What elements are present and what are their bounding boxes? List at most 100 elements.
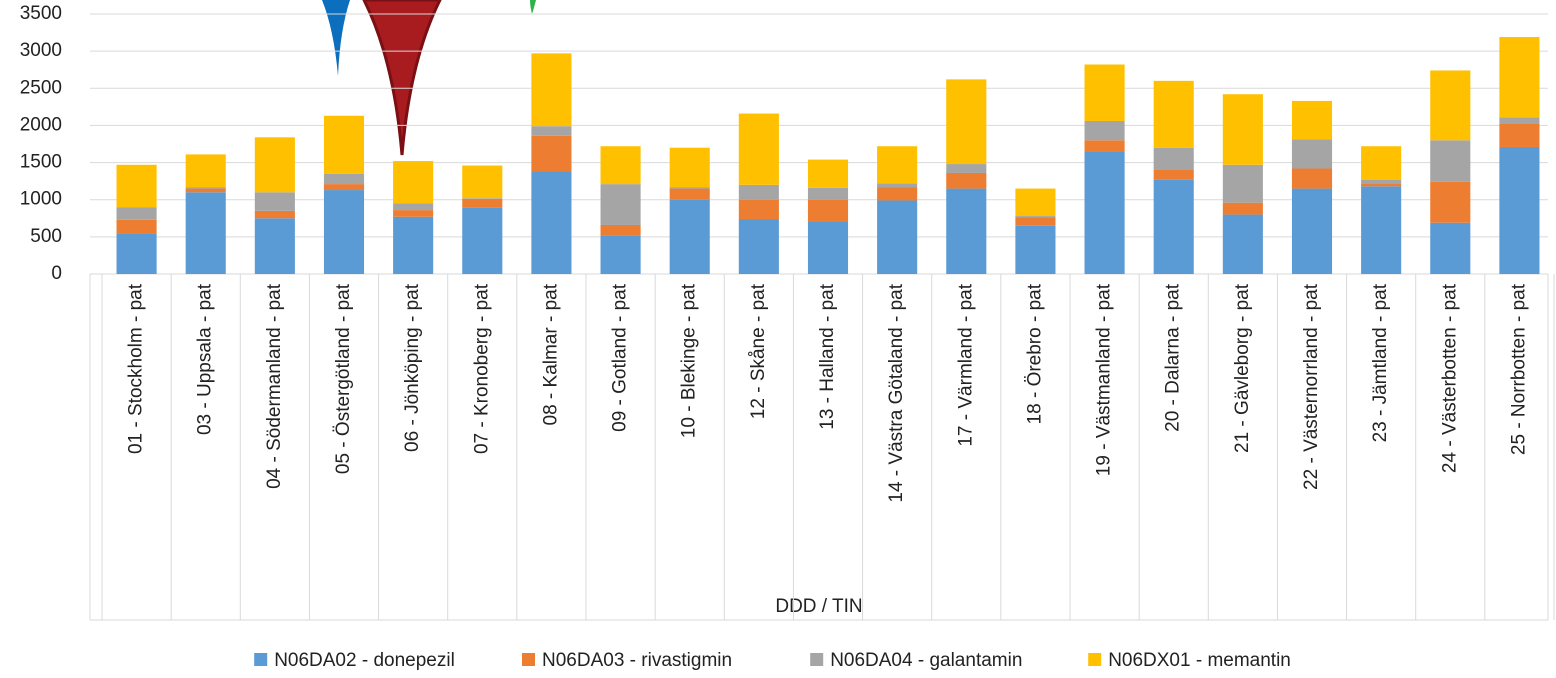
bar-segment <box>324 116 364 174</box>
bar-segment <box>393 217 433 274</box>
y-tick-label: 0 <box>51 263 62 284</box>
bar-segment <box>531 53 571 126</box>
y-tick-label: 3000 <box>20 40 62 61</box>
bar-segment <box>1085 65 1125 121</box>
bar-segment <box>324 174 364 184</box>
bar-segment <box>531 126 571 136</box>
bar-segment <box>186 189 226 193</box>
x-tick-label: 20 - Dalarna - pat <box>1163 283 1184 432</box>
bar-segment <box>255 192 295 211</box>
bar-segment <box>1015 218 1055 226</box>
x-tick-label: 17 - Värmland - pat <box>955 283 976 446</box>
bar-segment <box>1430 70 1470 140</box>
bar-segment <box>739 219 779 274</box>
bar-segment <box>1223 94 1263 165</box>
bar-segment <box>946 164 986 173</box>
bar-segment <box>1015 216 1055 217</box>
bar-segment <box>877 183 917 187</box>
bar-segment <box>117 207 157 220</box>
decoration <box>364 0 440 155</box>
bar-segment <box>670 189 710 200</box>
bar-segment <box>1154 81 1194 148</box>
bar-segment <box>1361 186 1401 274</box>
bar-segment <box>670 148 710 187</box>
bar-segment <box>117 165 157 207</box>
bar-segment <box>1292 169 1332 189</box>
bar-segment <box>531 136 571 172</box>
bar-segment <box>1499 37 1539 117</box>
y-tick-label: 1500 <box>20 152 62 173</box>
bar-segment <box>1430 182 1470 223</box>
bar-segment <box>739 200 779 219</box>
bar-segment <box>739 185 779 200</box>
bar-segment <box>1499 117 1539 123</box>
bar-segment <box>1430 140 1470 182</box>
bar-segment <box>1085 121 1125 140</box>
x-axis-title: DDD / TIN <box>775 596 862 617</box>
x-tick-label: 12 - Skåne - pat <box>748 283 769 419</box>
bar-segment <box>1361 146 1401 179</box>
y-tick-label: 1000 <box>20 189 62 210</box>
x-tick-label: 14 - Västra Götaland - pat <box>886 283 907 502</box>
bar-segment <box>1085 140 1125 151</box>
bar-segment <box>186 154 226 187</box>
bar-segment <box>601 146 641 184</box>
x-tick-label: 19 - Västmanland - pat <box>1094 283 1115 476</box>
bar-segment <box>1154 148 1194 170</box>
legend-label: N06DA03 - rivastigmin <box>542 650 732 671</box>
x-tick-label: 01 - Stockholm - pat <box>126 283 147 454</box>
bar-segment <box>1154 170 1194 180</box>
bar-segment <box>324 184 364 190</box>
bar-segment <box>601 235 641 274</box>
legend-label: N06DA02 - donepezil <box>274 650 455 671</box>
bar-segment <box>186 192 226 274</box>
bar-segment <box>255 137 295 192</box>
y-tick-label: 3500 <box>20 3 62 24</box>
bar-segment <box>393 161 433 203</box>
bar-segment <box>1430 223 1470 274</box>
bar-segment <box>1499 147 1539 274</box>
legend-swatch <box>522 653 535 666</box>
x-tick-label: 04 - Södermanland - pat <box>264 283 285 489</box>
bar-segment <box>601 225 641 235</box>
bar-segment <box>462 208 502 274</box>
y-tick-label: 500 <box>30 226 62 247</box>
bar-segment <box>255 218 295 274</box>
x-tick-label: 23 - Jämtland - pat <box>1370 283 1391 442</box>
bar-segment <box>808 188 848 200</box>
x-tick-label: 22 - Västernorrland - pat <box>1301 283 1322 490</box>
bar-segment <box>462 198 502 199</box>
decoration <box>530 0 536 14</box>
x-tick-label: 21 - Gävleborg - pat <box>1232 283 1253 453</box>
bar-segment <box>601 184 641 225</box>
bar-segment <box>117 220 157 233</box>
bar-segment <box>1361 183 1401 186</box>
bar-segment <box>393 203 433 210</box>
bar-segment <box>670 200 710 274</box>
y-tick-label: 2000 <box>20 114 62 135</box>
decoration <box>322 0 350 76</box>
bar-segment <box>1015 226 1055 274</box>
x-tick-label: 08 - Kalmar - pat <box>540 283 561 425</box>
bar-segment <box>808 222 848 274</box>
bar-segment <box>393 210 433 217</box>
legend-label: N06DA04 - galantamin <box>830 650 1022 671</box>
x-tick-label: 18 - Örebro - pat <box>1024 283 1045 424</box>
bar-segment <box>877 200 917 274</box>
bar-segment <box>808 160 848 188</box>
x-tick-label: 05 - Östergötland - pat <box>333 283 354 474</box>
legend-swatch <box>810 653 823 666</box>
bar-segment <box>946 173 986 189</box>
y-tick-label: 2500 <box>20 77 62 98</box>
bar-segment <box>808 200 848 222</box>
bar-segment <box>1223 203 1263 215</box>
bar-segment <box>462 199 502 208</box>
bar-segment <box>1085 151 1125 274</box>
bar-segment <box>117 233 157 274</box>
bar-segment <box>1223 215 1263 274</box>
bar-segment <box>877 187 917 200</box>
x-tick-label: 06 - Jönköping - pat <box>402 283 423 452</box>
bar-segment <box>1499 123 1539 147</box>
legend-label: N06DX01 - memantin <box>1108 650 1291 671</box>
bar-segment <box>1292 189 1332 274</box>
